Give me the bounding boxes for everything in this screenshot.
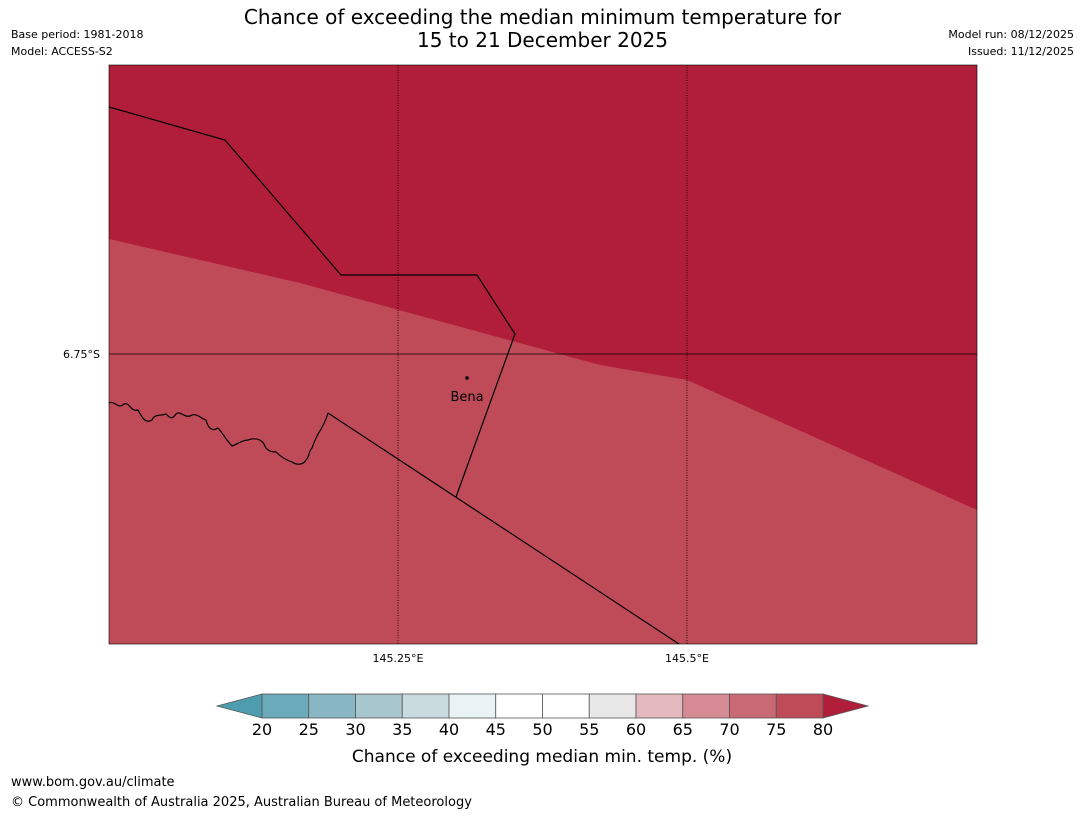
title-line-2: 15 to 21 December 2025 xyxy=(416,28,668,52)
footer-copyright: © Commonwealth of Australia 2025, Austra… xyxy=(11,795,472,810)
colorbar-bin xyxy=(729,693,777,719)
colorbar-tick-label: 75 xyxy=(766,720,786,739)
colorbar-extend-low xyxy=(215,693,263,719)
colorbar-tick-label: 60 xyxy=(626,720,646,739)
colorbar-bin xyxy=(775,693,824,719)
town-marker xyxy=(465,376,469,380)
map-panel xyxy=(108,64,978,645)
issued-date: Issued: 11/12/2025 xyxy=(967,45,1074,58)
province-boundary xyxy=(108,106,516,498)
colorbar-tick-label: 50 xyxy=(532,720,552,739)
colorbar-bin xyxy=(401,693,450,719)
colorbar-extend-high xyxy=(822,693,870,719)
colorbar-title: Chance of exceeding median min. temp. (%… xyxy=(352,747,732,767)
colorbar-bin xyxy=(308,693,356,719)
colorbar-bin xyxy=(448,693,497,719)
title-line-1: Chance of exceeding the median minimum t… xyxy=(243,5,842,29)
colorbar-tick-label: 45 xyxy=(486,720,506,739)
colorbar-bin xyxy=(635,693,684,719)
meta-left: Base period: 1981-2018 Model: ACCESS-S2 xyxy=(11,26,143,60)
colorbar-bin xyxy=(261,693,310,719)
town-label-bena: Bena xyxy=(450,390,483,405)
colorbar-tick-label: 25 xyxy=(299,720,319,739)
colorbar-tick-label: 35 xyxy=(392,720,412,739)
meta-right: Model run: 08/12/2025 Issued: 11/12/2025 xyxy=(948,26,1074,60)
colorbar-bin xyxy=(355,693,403,719)
chart-title: Chance of exceeding the median minimum t… xyxy=(0,6,1085,52)
colorbar-bin xyxy=(682,693,730,719)
colorbar-tick-label: 70 xyxy=(719,720,739,739)
lat-label-6-75s: 6.75°S xyxy=(63,348,100,361)
lon-label-145-5e: 145.5°E xyxy=(665,652,709,665)
lon-label-145-25e: 145.25°E xyxy=(373,652,424,665)
colorbar-tick-label: 80 xyxy=(813,720,833,739)
colorbar-bin xyxy=(588,693,637,719)
colorbar-bin xyxy=(495,693,543,719)
river-line xyxy=(108,401,329,465)
colorbar-tick-label: 65 xyxy=(673,720,693,739)
colorbar: 20 25 30 35 40 45 50 55 60 65 70 75 80 Chance of exc… xyxy=(215,693,870,767)
footer-url: www.bom.gov.au/climate xyxy=(11,775,175,790)
base-period: Base period: 1981-2018 xyxy=(11,28,144,41)
colorbar-tick-label: 40 xyxy=(439,720,459,739)
map-frame xyxy=(108,64,978,645)
colorbar-tick-label: 30 xyxy=(345,720,365,739)
model-name: Model: ACCESS-S2 xyxy=(11,45,113,58)
colorbar-tick-label: 20 xyxy=(252,720,272,739)
colorbar-tick-label: 55 xyxy=(579,720,599,739)
province-boundary-south xyxy=(327,412,680,645)
model-run: Model run: 08/12/2025 xyxy=(948,28,1074,41)
colorbar-bin xyxy=(542,693,590,719)
probability-zone-75-80 xyxy=(109,239,977,644)
